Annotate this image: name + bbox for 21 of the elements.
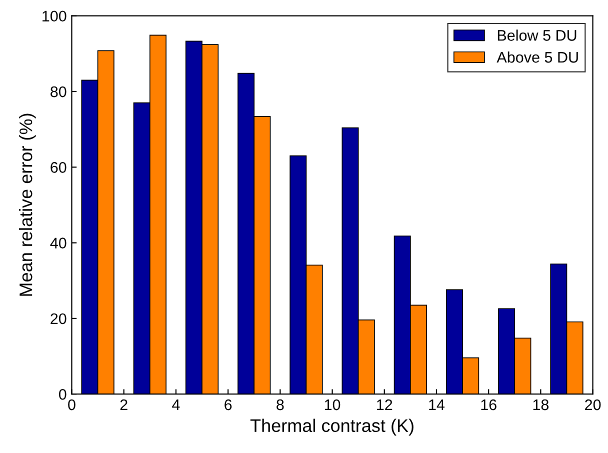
x-tick-label: 18: [533, 399, 549, 410]
legend-label: Below 5 DU: [498, 30, 576, 41]
x-tick-label: 20: [585, 399, 601, 410]
y-tick-label: 100: [42, 10, 66, 22]
x-axis-title: Thermal contrast (K): [250, 418, 414, 436]
x-tick-label: 0: [68, 399, 76, 410]
y-tick-label: 20: [50, 313, 66, 324]
x-tick-label: 12: [377, 399, 392, 410]
y-tick-label: 0: [58, 388, 66, 400]
y-tick-label: 60: [50, 162, 66, 173]
x-tick-label: 10: [324, 399, 340, 410]
legend-label: Above 5 DU: [496, 51, 578, 63]
x-tick-label: 2: [120, 399, 128, 410]
x-tick-label: 14: [429, 400, 445, 410]
x-tick-label: 6: [224, 399, 232, 410]
y-axis-title: Mean relative error (%): [19, 114, 36, 296]
x-tick-label: 16: [481, 399, 496, 410]
y-tick-label: 40: [50, 238, 66, 248]
x-tick-label: 4: [172, 400, 180, 410]
x-tick-label: 8: [276, 399, 284, 410]
y-tick-label: 80: [50, 86, 66, 98]
